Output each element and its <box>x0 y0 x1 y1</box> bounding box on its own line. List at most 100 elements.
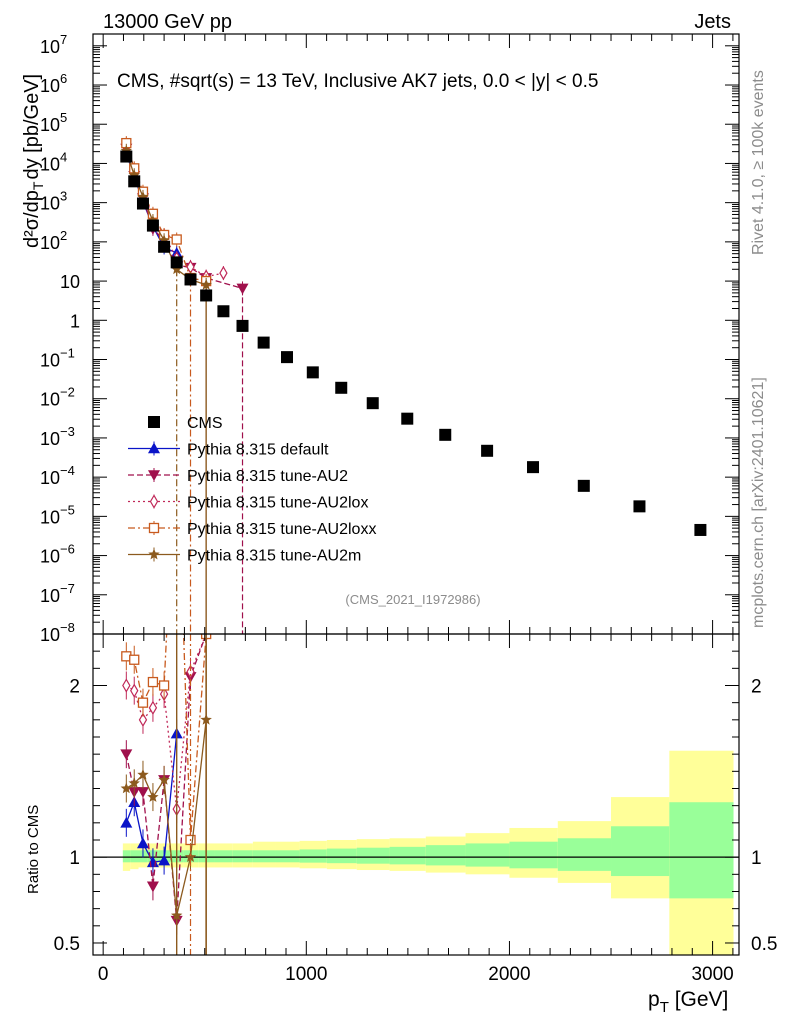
ratio-4-point <box>120 782 132 794</box>
x-tick-label: 0 <box>98 964 109 985</box>
cms-data-point <box>335 381 348 394</box>
legend-marker-2 <box>149 494 159 509</box>
cms-data-point <box>257 336 270 349</box>
ratio-3-point <box>147 676 159 688</box>
ratio-3-point <box>137 697 149 708</box>
y-tick-label: 105 <box>40 110 67 135</box>
cms-data-point <box>158 240 171 253</box>
cms-data-point <box>120 150 133 163</box>
y-tick-label: 10−4 <box>40 463 75 488</box>
header-right: Jets <box>694 11 731 33</box>
x-tick-label: 1000 <box>285 964 327 985</box>
ratio-2-point <box>122 678 131 693</box>
cms-data-point <box>236 319 249 332</box>
series-4-point <box>158 234 170 246</box>
cms-data-point <box>401 412 414 425</box>
x-tick-label: 3000 <box>691 964 733 985</box>
ratio-0-point <box>158 854 171 866</box>
series-4-point <box>200 278 212 290</box>
legend: CMS Pythia 8.315 default Pythia 8.315 tune… <box>128 415 376 565</box>
y-tick-label: 10−7 <box>40 581 75 606</box>
ratio-2-point <box>186 664 195 679</box>
series-4-point <box>171 263 183 275</box>
ratio-y-tick-label-right: 2 <box>751 676 762 697</box>
main-frame <box>92 33 740 635</box>
cms-data-point <box>306 366 319 379</box>
ratio-2-point <box>138 712 148 728</box>
legend-label: Pythia 8.315 default <box>187 442 329 459</box>
stat-uncertainty-band <box>232 850 253 863</box>
stat-uncertainty-band <box>465 843 510 867</box>
y-tick-label: 102 <box>40 228 67 253</box>
rivet-label: Rivet 4.1.0, ≥ 100k events <box>750 70 767 255</box>
ratio-0-point <box>120 816 133 828</box>
legend-label: Pythia 8.315 tune-AU2 <box>187 468 348 485</box>
mcplots-label: mcplots.cern.ch [arXiv:2401.10621] <box>750 377 767 628</box>
legend-marker-0 <box>148 442 160 454</box>
y-tick-label: 10−8 <box>40 620 75 645</box>
header-left: 13000 GeV pp <box>103 11 232 33</box>
y-axis-title-ratio: Ratio to CMS <box>25 805 42 894</box>
y-tick-label: 1 <box>70 311 80 331</box>
main-axes: 10710610510410310210110−110−210−310−410−… <box>40 32 739 645</box>
ratio-1-point <box>120 749 133 761</box>
ratio-3-point <box>129 654 140 665</box>
cms-data-point <box>481 444 494 457</box>
y-tick-label: 10−5 <box>40 502 75 527</box>
stat-uncertainty-band <box>326 848 357 864</box>
cms-data-point <box>281 351 294 364</box>
ratio-1-point <box>146 881 159 893</box>
stat-uncertainty-band <box>356 847 390 864</box>
series-4-point <box>120 144 132 156</box>
ratio-4-point <box>158 773 170 785</box>
ratio-4-point <box>147 791 159 802</box>
ratio-4-point <box>128 777 140 789</box>
stat-uncertainty-band <box>214 850 233 863</box>
ratio-4-point <box>137 768 149 780</box>
stat-uncertainty-band <box>509 841 558 869</box>
cms-data-point <box>136 197 149 210</box>
y-tick-label: 107 <box>40 32 67 57</box>
plot-title: CMS, #sqrt(s) = 13 TeV, Inclusive AK7 je… <box>117 71 598 92</box>
ratio-3-point <box>158 680 170 691</box>
stat-uncertainty-band <box>611 826 670 877</box>
legend-marker-1 <box>148 470 160 481</box>
ratio-0-point <box>136 837 149 849</box>
ratio-frame <box>92 633 740 956</box>
y-axis-title-main: d²σ/dpTdy [pb/GeV] <box>21 74 46 248</box>
cms-data-point <box>170 256 183 269</box>
ratio-series-layer <box>120 634 212 955</box>
ratio-y-tick-label: 0.5 <box>54 934 80 955</box>
ratio-0-point <box>146 856 159 868</box>
ratio-uncertainty-bands <box>93 750 739 955</box>
y-tick-label: 10−2 <box>40 385 75 410</box>
ratio-2-point <box>130 683 139 698</box>
series-3-point <box>171 234 182 245</box>
stat-uncertainty-band <box>130 850 139 863</box>
ratio-y-tick-label: 1 <box>69 848 80 869</box>
stat-uncertainty-band <box>425 845 466 866</box>
legend-marker-4 <box>148 548 160 560</box>
stat-uncertainty-band <box>122 850 131 863</box>
ratio-line-4 <box>125 719 207 916</box>
cms-data-point <box>128 175 141 188</box>
legend-label: Pythia 8.315 tune-AU2loxx <box>187 521 376 538</box>
main-series-layer <box>120 136 707 634</box>
cms-data-point <box>577 479 590 492</box>
legend-label: Pythia 8.315 tune-AU2lox <box>187 495 368 512</box>
ratio-4-point <box>184 851 197 862</box>
y-tick-label: 10−3 <box>40 424 75 449</box>
ratio-line-3 <box>126 634 207 841</box>
stat-uncertainty-band <box>299 849 327 863</box>
y-tick-label: 10 <box>60 272 80 292</box>
y-tick-label: 103 <box>40 189 67 214</box>
stat-uncertainty-band <box>669 802 734 899</box>
y-tick-label: 10−6 <box>40 542 75 567</box>
cms-data-point <box>633 500 646 513</box>
cms-data-point <box>694 523 707 536</box>
cms-data-point <box>439 428 452 441</box>
ratio-y-tick-label: 2 <box>69 676 80 697</box>
stat-uncertainty-band <box>389 846 426 865</box>
cms-data-point <box>184 273 197 286</box>
